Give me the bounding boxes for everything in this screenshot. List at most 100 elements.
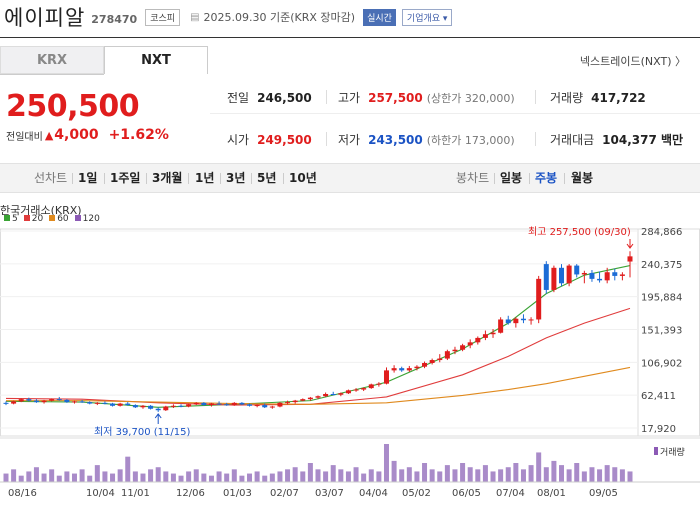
high-arrow-icon [626,239,634,249]
volume-bar [589,467,595,482]
candle-body [383,370,389,384]
candle-body [345,390,351,394]
volume-bar [612,467,618,482]
volume-bar [33,467,39,482]
candle-body [391,368,397,371]
tab-krx[interactable]: KRX [0,46,104,74]
volume-bar [49,469,55,482]
stat-open: 시가 249,500 [227,133,312,147]
chart-frame [0,228,700,437]
period-1d[interactable]: 1일 [78,171,98,185]
volume-bar [475,469,481,482]
volume-bar [3,473,9,482]
tab-nxt[interactable]: NXT [104,46,208,74]
period-5y[interactable]: 5년 [257,171,277,185]
volume-bar [224,473,230,482]
candle-body [543,264,549,290]
live-badge[interactable]: 실시간 [363,8,396,26]
candle-body [87,402,93,404]
candle-body [132,405,138,408]
volume-bar [269,473,275,482]
y-tick-label: 151,393 [641,326,682,337]
candle-body [64,399,70,403]
current-price: 250,500 [6,89,140,124]
x-tick-label: 05/02 [402,488,431,499]
volume-bar [551,460,557,482]
candle-body [551,267,557,290]
period-3m[interactable]: 3개월 [152,171,183,185]
candle-monthly[interactable]: 월봉 [571,171,594,185]
low-annotation: 최저 39,700 (11/15) [94,426,190,438]
period-1w[interactable]: 1주일 [110,171,141,185]
volume-bar [178,475,184,482]
nxt-link[interactable]: 넥스트레이드(NXT) 〉 [579,55,686,68]
candle-body [300,399,306,401]
y-tick-label: 240,375 [641,260,682,271]
up-arrow-icon: ▲ [44,128,54,142]
candle-body [94,402,100,404]
volume-bar [581,471,587,482]
period-divider [104,173,105,184]
volume-bar [231,469,237,482]
volume-bar [513,463,519,482]
candle-body [26,399,32,401]
volume-bar [414,471,420,482]
period-bar: 선차트 1일 1주일 3개월 1년 3년 5년 10년 봉차트 일봉 주봉 월봉 [0,163,700,193]
candle-body [520,318,526,321]
stat-divider [535,90,536,104]
candle-body [224,404,230,406]
company-info-button[interactable]: 기업개요 ▾ [401,8,453,26]
candle-body [178,405,184,407]
candle-body [208,403,214,406]
ma-legend: 5 20 60 120 [4,214,100,224]
period-1y[interactable]: 1년 [195,171,215,185]
candle-body [490,332,496,335]
candle-weekly[interactable]: 주봉 [535,171,558,185]
candle-body [429,360,435,363]
x-tick-label: 12/06 [176,488,205,499]
candle-body [604,272,610,281]
x-tick-label: 11/01 [121,488,150,499]
line-chart-button[interactable]: 선차트 [34,171,68,185]
candle-body [444,351,450,359]
stock-chart[interactable]: 284,866 240,375 195,884 151,393 106,902 62,41… [0,200,700,508]
period-10y[interactable]: 10년 [289,171,317,185]
volume-bar [132,471,138,482]
candle-body [581,272,587,275]
period-divider [283,173,284,184]
candle-body [406,368,412,371]
change-label: 전일대비 [6,131,43,143]
y-tick-label: 195,884 [641,293,682,304]
stat-volume: 거래량 417,722 [550,91,646,105]
volume-bar [148,469,154,482]
header-divider [0,37,700,38]
candle-daily[interactable]: 일봉 [500,171,523,185]
change-percent: +1.62% [108,127,169,143]
legend-ma5: 5 [4,214,18,224]
volume-bar [64,471,70,482]
change-value: 4,000 [54,127,99,143]
volume-bar [368,469,374,482]
period-divider [188,173,189,184]
candle-body [627,256,633,262]
period-3y[interactable]: 3년 [226,171,246,185]
volume-bar [170,473,176,482]
volume-bar [391,460,397,482]
volume-bar [292,467,298,482]
volume-bar [406,467,412,482]
volume-bar [361,473,367,482]
volume-bar [353,467,359,482]
candle-body [619,274,625,276]
candle-chart-label: 봉차트 [456,171,490,185]
volume-bar [429,469,435,482]
volume-bar [490,471,496,482]
y-tick-label: 62,411 [641,391,676,402]
volume-bar [399,469,405,482]
high-annotation: 최고 257,500 (09/30) [528,226,631,238]
candle-body [467,342,473,346]
volume-bar [330,465,336,482]
stat-divider [326,132,327,146]
x-tick-label: 07/04 [496,488,525,499]
period-divider [72,173,73,184]
volume-label: 거래량 [660,446,685,458]
